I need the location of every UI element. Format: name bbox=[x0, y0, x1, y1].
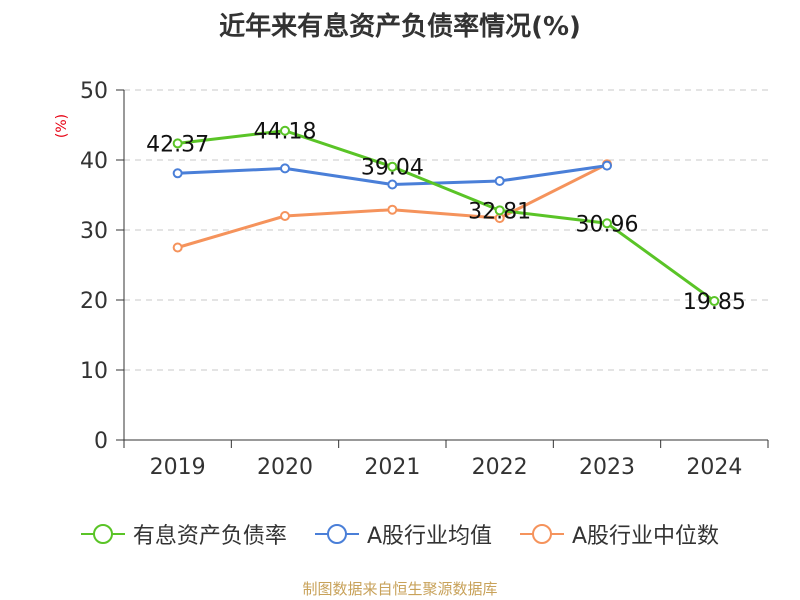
chart-title: 近年来有息资产负债率情况(%) bbox=[219, 12, 581, 42]
data-label: 39.04 bbox=[361, 156, 424, 181]
legend: 有息资产负债率 A股行业均值 A股行业中位数 bbox=[0, 518, 800, 550]
data-label: 44.18 bbox=[254, 120, 317, 145]
x-tick-label: 2021 bbox=[364, 455, 420, 480]
data-point bbox=[387, 179, 398, 190]
axes: 0 10 20 30 40 50 2019 2020 2021 2022 2023 2024 bbox=[80, 79, 769, 480]
series-lines bbox=[172, 125, 720, 307]
x-tick-label: 2020 bbox=[257, 455, 313, 480]
data-label: 30.96 bbox=[576, 212, 639, 237]
data-point bbox=[280, 163, 290, 174]
data-point bbox=[280, 211, 290, 221]
x-tick-label: 2019 bbox=[150, 455, 206, 480]
data-label: 32.81 bbox=[468, 199, 531, 224]
x-tick-label: 2023 bbox=[579, 455, 635, 480]
legend-label: A股行业中位数 bbox=[572, 524, 720, 549]
y-tick-label: 10 bbox=[80, 359, 108, 384]
data-point bbox=[172, 242, 183, 253]
data-point bbox=[387, 204, 398, 215]
y-tick-label: 30 bbox=[80, 219, 108, 244]
y-tick-label: 0 bbox=[94, 429, 108, 454]
data-point bbox=[602, 160, 612, 171]
source-note: 制图数据来自恒生聚源数据库 bbox=[302, 580, 498, 598]
x-tick-label: 2024 bbox=[686, 455, 742, 480]
data-label: 42.37 bbox=[146, 132, 209, 157]
data-labels: 42.37 44.18 39.04 32.81 30.96 19.85 bbox=[146, 120, 746, 315]
data-point bbox=[172, 168, 183, 179]
data-point bbox=[172, 138, 183, 149]
legend-swatch bbox=[314, 524, 359, 544]
legend-item: 有息资产负债率 bbox=[80, 518, 287, 550]
data-point bbox=[494, 176, 505, 186]
legend-label: 有息资产负债率 bbox=[132, 524, 287, 549]
legend-label: A股行业均值 bbox=[366, 524, 492, 549]
legend-swatch bbox=[520, 524, 564, 544]
legend-item: A股行业中位数 bbox=[520, 518, 719, 550]
series-line bbox=[177, 129, 716, 303]
data-point bbox=[387, 161, 398, 172]
y-tick-label: 50 bbox=[80, 79, 108, 104]
data-point bbox=[602, 218, 612, 229]
grid-lines bbox=[124, 89, 768, 371]
y-tick-label: 40 bbox=[80, 149, 108, 174]
data-label: 19.85 bbox=[683, 290, 746, 315]
legend-swatch bbox=[80, 524, 125, 544]
x-tick-label: 2022 bbox=[472, 455, 528, 480]
data-point bbox=[494, 205, 505, 216]
legend-item: A股行业均值 bbox=[314, 518, 492, 550]
data-point bbox=[280, 125, 290, 136]
y-tick-label: 20 bbox=[80, 289, 108, 314]
data-point bbox=[709, 296, 720, 307]
